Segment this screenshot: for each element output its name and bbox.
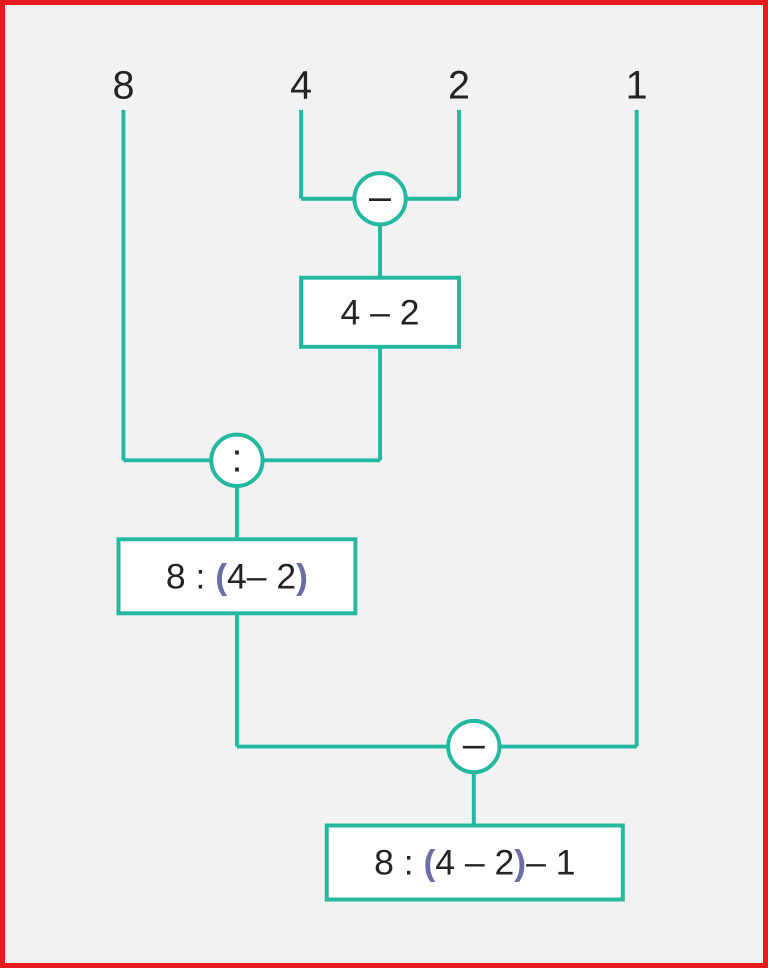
input-b-label: 4 — [290, 63, 312, 107]
operator-symbol-op1: – — [369, 175, 391, 219]
operator-symbol-op3: – — [463, 723, 485, 767]
diagram-container: 8 4 2 1 –: – 4 – 2 8 : (4– 2) 8 : (4 – 2)– 1 — [0, 0, 768, 968]
expression-text-box2: 8 : (4– 2) — [166, 556, 308, 596]
input-a-label: 8 — [112, 63, 134, 107]
expression-text-box3: 8 : (4 – 2)– 1 — [374, 843, 575, 883]
operator-symbol-op2: : — [231, 436, 242, 480]
input-d-label: 1 — [626, 63, 648, 107]
input-c-label: 2 — [448, 63, 470, 107]
expression-text-box1: 4 – 2 — [341, 292, 420, 332]
